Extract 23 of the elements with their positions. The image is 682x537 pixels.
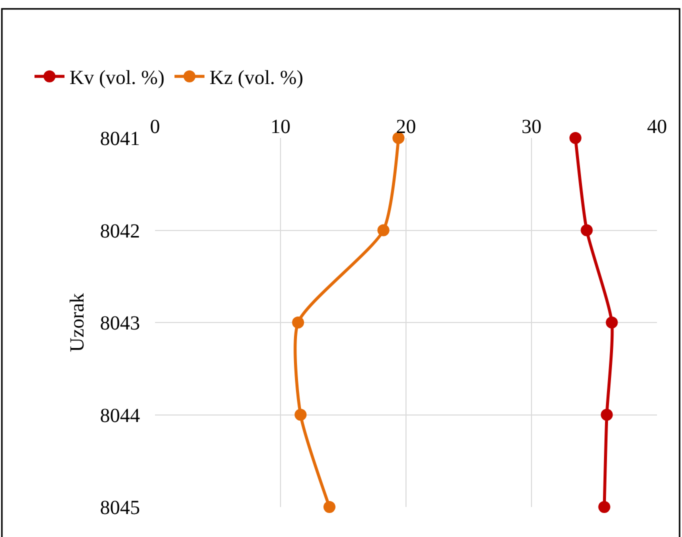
point [377,224,390,236]
y-tick-label: 8042 [100,220,140,242]
x-tick-label: 40 [647,116,667,138]
legend-label: Kz (vol. %) [209,67,304,90]
y-tick-label: 8043 [100,312,140,334]
point [600,408,613,421]
point [569,132,582,144]
y-tick-label: 8045 [100,497,140,519]
y-tick-label: 8044 [100,404,140,427]
x-tick-label: 20 [396,116,416,138]
legend-label: Kv (vol. %) [70,67,164,90]
point [392,132,404,144]
y-tick-label: 8041 [100,128,140,150]
point [598,501,610,513]
point [292,316,304,328]
y-axis-title: Uzorak [66,293,88,352]
x-tick-label: 10 [270,116,290,138]
point [606,316,618,328]
point [323,501,336,513]
point [580,224,593,236]
x-tick-label: 0 [150,116,160,138]
point [294,408,307,421]
x-tick-label: 30 [522,116,542,138]
